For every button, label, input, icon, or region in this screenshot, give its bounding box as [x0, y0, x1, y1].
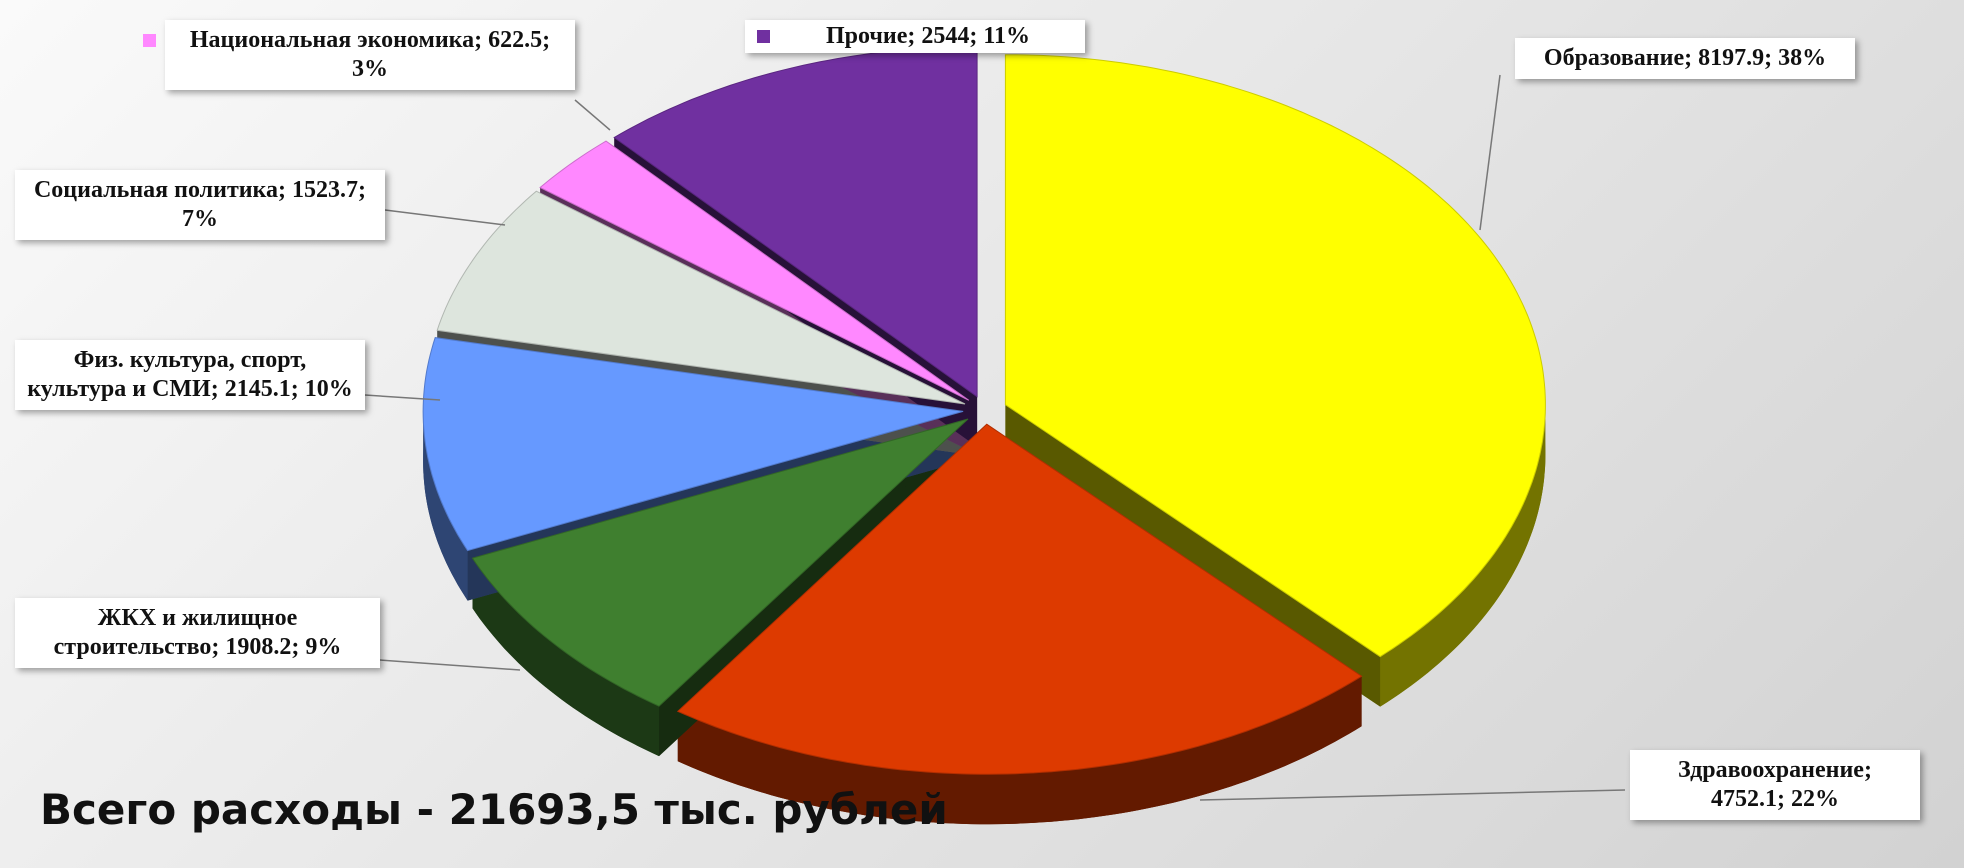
data-label: Прочие; 2544; 11%: [745, 20, 1085, 53]
slice: [436, 190, 966, 405]
data-label: Социальная политика; 1523.7; 7%: [15, 170, 385, 240]
slice: [422, 337, 964, 552]
slice: [1004, 54, 1546, 658]
legend-key: [143, 34, 156, 47]
legend-key: [757, 30, 770, 43]
slice-side: [423, 411, 468, 601]
slice: [676, 423, 1363, 775]
data-label: Физ. культура, спорт, культура и СМИ; 21…: [15, 340, 365, 410]
data-label: Национальная экономика; 622.5; 3%: [165, 20, 575, 90]
data-label: Образование; 8197.9; 38%: [1515, 38, 1855, 79]
slice-side: [472, 558, 659, 757]
chart-title: Всего расходы - 21693,5 тыс. рублей: [40, 785, 948, 834]
slice: [471, 418, 969, 707]
data-label: ЖКХ и жилищное строительство; 1908.2; 9%: [15, 598, 380, 668]
leader-lines: [364, 74, 1626, 801]
slice: [539, 140, 970, 401]
data-label: Здравоохранение; 4752.1; 22%: [1630, 750, 1920, 820]
slice-side: [1380, 404, 1546, 707]
slice-side: [677, 676, 1362, 825]
